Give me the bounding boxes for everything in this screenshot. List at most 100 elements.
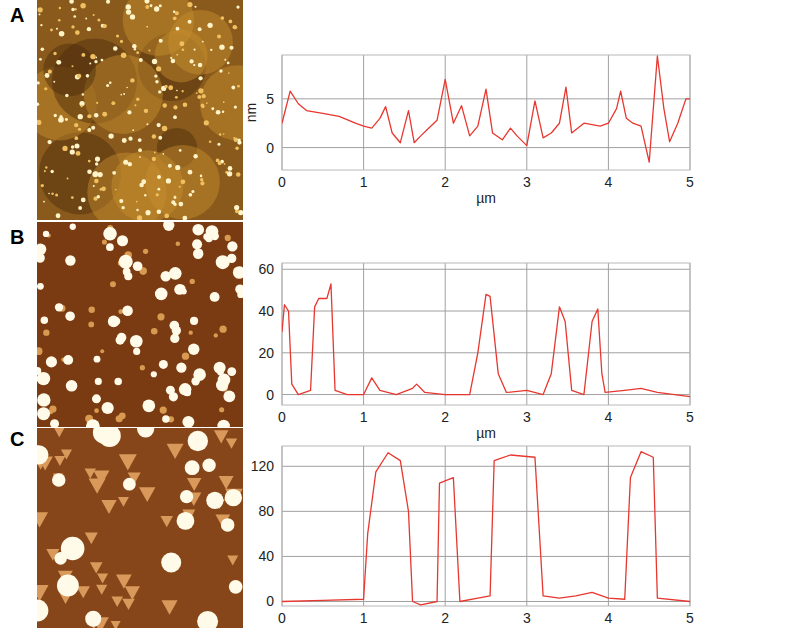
grid-line — [526, 446, 527, 606]
image-texture — [229, 46, 233, 50]
image-texture — [53, 81, 55, 83]
profile-line — [282, 452, 690, 605]
image-texture — [139, 58, 143, 62]
image-texture — [86, 74, 90, 78]
image-texture — [119, 255, 133, 269]
image-texture — [187, 478, 201, 491]
image-texture — [74, 144, 79, 149]
image-texture — [47, 140, 51, 144]
image-texture — [179, 149, 182, 152]
image-texture — [66, 380, 78, 392]
image-texture — [179, 186, 181, 188]
x-tick-label: 3 — [523, 409, 531, 425]
image-texture — [87, 128, 91, 132]
image-texture — [175, 11, 179, 15]
image-texture — [157, 123, 161, 127]
x-tick-label: 1 — [360, 409, 368, 425]
image-texture — [224, 163, 226, 165]
image-texture — [117, 333, 127, 343]
x-tick-label: 0 — [278, 174, 286, 190]
image-texture — [148, 50, 150, 52]
image-texture — [45, 73, 50, 78]
image-texture — [56, 28, 58, 30]
image-texture — [70, 224, 76, 230]
image-texture — [100, 349, 104, 353]
image-texture — [185, 460, 200, 475]
image-texture — [74, 136, 78, 140]
image-texture — [97, 19, 100, 22]
image-texture — [181, 179, 186, 184]
image-texture — [235, 147, 239, 151]
image-texture — [137, 428, 154, 437]
grid-line — [282, 556, 690, 557]
image-texture — [111, 621, 121, 628]
image-texture — [94, 60, 97, 63]
image-texture — [189, 59, 193, 63]
image-texture — [97, 574, 108, 584]
x-tick-label: 4 — [605, 409, 613, 425]
image-texture — [124, 272, 132, 280]
image-texture — [97, 195, 100, 198]
image-texture — [121, 206, 124, 209]
image-texture — [155, 80, 158, 83]
chart-panel: A01234505µmnm — [10, 4, 694, 206]
image-texture — [65, 118, 68, 121]
image-texture — [65, 311, 75, 321]
image-texture — [130, 335, 143, 348]
image-texture — [207, 23, 212, 28]
panel-letter: C — [10, 428, 24, 450]
image-texture — [221, 518, 235, 532]
image-texture — [37, 512, 48, 527]
image-texture — [43, 44, 96, 97]
image-texture — [152, 134, 156, 138]
image-texture — [134, 48, 137, 51]
image-texture — [204, 120, 209, 125]
image-texture — [38, 7, 43, 12]
image-texture — [101, 186, 106, 191]
image-texture — [159, 4, 162, 7]
image-texture — [187, 2, 192, 7]
image-texture — [102, 240, 107, 245]
image-texture — [160, 406, 167, 413]
image-texture — [76, 151, 81, 156]
image-texture — [88, 321, 94, 327]
image-texture — [236, 5, 239, 8]
image-texture — [193, 368, 206, 381]
y-tick-label: 60 — [258, 261, 274, 277]
image-texture — [157, 313, 164, 320]
image-texture — [106, 0, 110, 4]
image-texture — [154, 151, 156, 153]
afm-image — [37, 0, 243, 220]
image-texture — [136, 98, 139, 101]
image-texture — [119, 199, 123, 203]
image-texture — [143, 249, 148, 254]
image-texture — [91, 126, 95, 130]
grid-line — [282, 466, 690, 467]
grid-line — [445, 55, 446, 170]
plot-frame — [282, 446, 690, 606]
image-texture — [94, 356, 101, 363]
image-texture — [181, 288, 187, 294]
image-texture — [214, 333, 218, 337]
image-texture — [75, 30, 80, 35]
image-texture — [201, 104, 205, 108]
x-tick-label: 0 — [278, 610, 286, 626]
image-texture — [214, 362, 226, 374]
image-texture — [211, 232, 219, 240]
x-tick-label: 5 — [686, 174, 694, 190]
image-texture — [188, 431, 208, 451]
image-texture — [144, 194, 146, 196]
y-tick-label: 40 — [258, 303, 274, 319]
image-texture — [41, 316, 48, 323]
image-texture — [190, 317, 198, 325]
image-texture — [86, 419, 100, 427]
image-texture — [139, 487, 155, 502]
y-tick-label: 5 — [266, 91, 274, 107]
image-texture — [197, 249, 203, 255]
y-tick-label: 80 — [258, 503, 274, 519]
image-texture — [54, 114, 57, 117]
image-texture — [203, 233, 210, 240]
image-texture — [216, 110, 221, 115]
panel-letter: B — [10, 226, 24, 248]
image-texture — [89, 479, 106, 494]
